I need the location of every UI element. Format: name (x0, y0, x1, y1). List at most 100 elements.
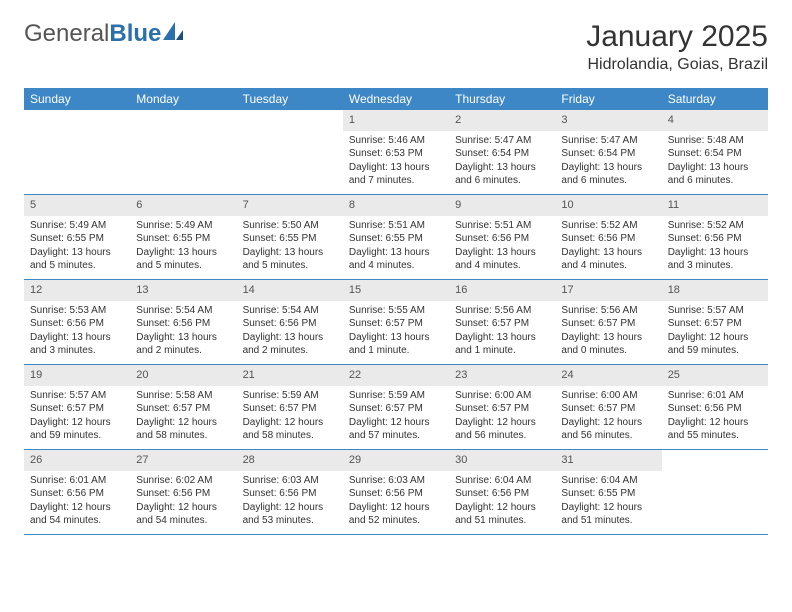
daylight-text: Daylight: 13 hours and 3 minutes. (30, 331, 124, 358)
daylight-text: Daylight: 12 hours and 54 minutes. (136, 501, 230, 528)
day-body: Sunrise: 5:52 AMSunset: 6:56 PMDaylight:… (555, 216, 661, 279)
day-number: 5 (24, 195, 130, 216)
day-body: Sunrise: 5:57 AMSunset: 6:57 PMDaylight:… (24, 386, 130, 449)
sunrise-text: Sunrise: 5:48 AM (668, 134, 762, 148)
day-number: 6 (130, 195, 236, 216)
sunrise-text: Sunrise: 5:52 AM (561, 219, 655, 233)
sunrise-text: Sunrise: 5:59 AM (243, 389, 337, 403)
daylight-text: Daylight: 12 hours and 51 minutes. (561, 501, 655, 528)
day-body: Sunrise: 6:03 AMSunset: 6:56 PMDaylight:… (237, 471, 343, 534)
sunset-text: Sunset: 6:56 PM (243, 317, 337, 331)
day-body: Sunrise: 5:49 AMSunset: 6:55 PMDaylight:… (130, 216, 236, 279)
week-row: 19Sunrise: 5:57 AMSunset: 6:57 PMDayligh… (24, 365, 768, 450)
day-body: Sunrise: 6:04 AMSunset: 6:55 PMDaylight:… (555, 471, 661, 534)
calendar-grid: SundayMondayTuesdayWednesdayThursdayFrid… (24, 88, 768, 535)
sunset-text: Sunset: 6:55 PM (349, 232, 443, 246)
sunrise-text: Sunrise: 5:53 AM (30, 304, 124, 318)
day-body: Sunrise: 6:03 AMSunset: 6:56 PMDaylight:… (343, 471, 449, 534)
page-header: GeneralBlue January 2025 Hidrolandia, Go… (24, 20, 768, 74)
logo: GeneralBlue (24, 20, 185, 48)
sunrise-text: Sunrise: 5:51 AM (455, 219, 549, 233)
sunset-text: Sunset: 6:57 PM (455, 317, 549, 331)
day-number: 30 (449, 450, 555, 471)
day-body: Sunrise: 5:56 AMSunset: 6:57 PMDaylight:… (449, 301, 555, 364)
day-body: Sunrise: 5:47 AMSunset: 6:54 PMDaylight:… (449, 131, 555, 194)
sunset-text: Sunset: 6:55 PM (30, 232, 124, 246)
day-cell: 7Sunrise: 5:50 AMSunset: 6:55 PMDaylight… (237, 195, 343, 279)
sunset-text: Sunset: 6:57 PM (561, 402, 655, 416)
day-body: Sunrise: 5:56 AMSunset: 6:57 PMDaylight:… (555, 301, 661, 364)
daylight-text: Daylight: 12 hours and 52 minutes. (349, 501, 443, 528)
sunrise-text: Sunrise: 5:58 AM (136, 389, 230, 403)
sunrise-text: Sunrise: 6:01 AM (668, 389, 762, 403)
day-cell: 19Sunrise: 5:57 AMSunset: 6:57 PMDayligh… (24, 365, 130, 449)
daylight-text: Daylight: 13 hours and 1 minute. (455, 331, 549, 358)
day-cell-empty (24, 110, 130, 194)
day-cell: 14Sunrise: 5:54 AMSunset: 6:56 PMDayligh… (237, 280, 343, 364)
day-cell: 4Sunrise: 5:48 AMSunset: 6:54 PMDaylight… (662, 110, 768, 194)
sunrise-text: Sunrise: 6:04 AM (561, 474, 655, 488)
day-number: 17 (555, 280, 661, 301)
daylight-text: Daylight: 12 hours and 57 minutes. (349, 416, 443, 443)
day-body: Sunrise: 5:49 AMSunset: 6:55 PMDaylight:… (24, 216, 130, 279)
logo-part1: General (24, 20, 109, 47)
day-cell: 2Sunrise: 5:47 AMSunset: 6:54 PMDaylight… (449, 110, 555, 194)
daylight-text: Daylight: 12 hours and 58 minutes. (243, 416, 337, 443)
title-block: January 2025 Hidrolandia, Goias, Brazil (586, 20, 768, 74)
sunset-text: Sunset: 6:56 PM (30, 487, 124, 501)
daylight-text: Daylight: 13 hours and 6 minutes. (668, 161, 762, 188)
logo-part2: Blue (109, 20, 161, 47)
sunset-text: Sunset: 6:54 PM (455, 147, 549, 161)
day-cell: 10Sunrise: 5:52 AMSunset: 6:56 PMDayligh… (555, 195, 661, 279)
day-header-monday: Monday (130, 88, 236, 110)
daylight-text: Daylight: 13 hours and 0 minutes. (561, 331, 655, 358)
sunset-text: Sunset: 6:57 PM (349, 317, 443, 331)
sunset-text: Sunset: 6:56 PM (668, 232, 762, 246)
week-row: 1Sunrise: 5:46 AMSunset: 6:53 PMDaylight… (24, 110, 768, 195)
day-header-wednesday: Wednesday (343, 88, 449, 110)
day-number: 3 (555, 110, 661, 131)
sunset-text: Sunset: 6:57 PM (668, 317, 762, 331)
day-cell: 11Sunrise: 5:52 AMSunset: 6:56 PMDayligh… (662, 195, 768, 279)
day-number: 1 (343, 110, 449, 131)
day-cell: 8Sunrise: 5:51 AMSunset: 6:55 PMDaylight… (343, 195, 449, 279)
day-number: 2 (449, 110, 555, 131)
day-number (24, 110, 130, 131)
day-body: Sunrise: 5:54 AMSunset: 6:56 PMDaylight:… (237, 301, 343, 364)
day-number (662, 450, 768, 471)
daylight-text: Daylight: 13 hours and 5 minutes. (136, 246, 230, 273)
day-cell: 31Sunrise: 6:04 AMSunset: 6:55 PMDayligh… (555, 450, 661, 534)
day-number: 13 (130, 280, 236, 301)
sunset-text: Sunset: 6:53 PM (349, 147, 443, 161)
day-cell: 15Sunrise: 5:55 AMSunset: 6:57 PMDayligh… (343, 280, 449, 364)
day-cell: 6Sunrise: 5:49 AMSunset: 6:55 PMDaylight… (130, 195, 236, 279)
day-number: 23 (449, 365, 555, 386)
logo-sail-icon (161, 20, 185, 44)
sunset-text: Sunset: 6:55 PM (561, 487, 655, 501)
daylight-text: Daylight: 13 hours and 5 minutes. (243, 246, 337, 273)
daylight-text: Daylight: 12 hours and 51 minutes. (455, 501, 549, 528)
sunset-text: Sunset: 6:57 PM (349, 402, 443, 416)
calendar-page: GeneralBlue January 2025 Hidrolandia, Go… (0, 0, 792, 555)
month-title: January 2025 (586, 20, 768, 54)
daylight-text: Daylight: 13 hours and 6 minutes. (561, 161, 655, 188)
day-body: Sunrise: 5:46 AMSunset: 6:53 PMDaylight:… (343, 131, 449, 194)
day-cell: 30Sunrise: 6:04 AMSunset: 6:56 PMDayligh… (449, 450, 555, 534)
day-body: Sunrise: 6:00 AMSunset: 6:57 PMDaylight:… (449, 386, 555, 449)
sunset-text: Sunset: 6:55 PM (136, 232, 230, 246)
day-number: 19 (24, 365, 130, 386)
day-number: 28 (237, 450, 343, 471)
sunrise-text: Sunrise: 6:02 AM (136, 474, 230, 488)
day-cell: 16Sunrise: 5:56 AMSunset: 6:57 PMDayligh… (449, 280, 555, 364)
daylight-text: Daylight: 13 hours and 1 minute. (349, 331, 443, 358)
daylight-text: Daylight: 12 hours and 56 minutes. (561, 416, 655, 443)
daylight-text: Daylight: 12 hours and 53 minutes. (243, 501, 337, 528)
sunrise-text: Sunrise: 5:54 AM (243, 304, 337, 318)
sunrise-text: Sunrise: 6:03 AM (243, 474, 337, 488)
week-row: 12Sunrise: 5:53 AMSunset: 6:56 PMDayligh… (24, 280, 768, 365)
sunset-text: Sunset: 6:57 PM (561, 317, 655, 331)
sunrise-text: Sunrise: 5:56 AM (455, 304, 549, 318)
sunrise-text: Sunrise: 5:50 AM (243, 219, 337, 233)
day-body: Sunrise: 5:51 AMSunset: 6:56 PMDaylight:… (449, 216, 555, 279)
sunrise-text: Sunrise: 5:46 AM (349, 134, 443, 148)
